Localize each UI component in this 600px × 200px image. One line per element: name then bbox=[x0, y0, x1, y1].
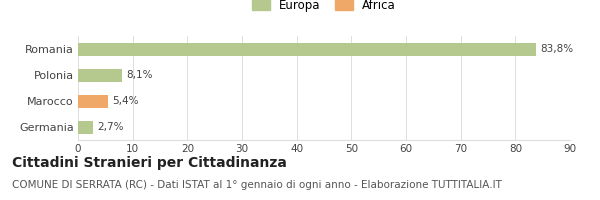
Text: 5,4%: 5,4% bbox=[112, 96, 139, 106]
Text: COMUNE DI SERRATA (RC) - Dati ISTAT al 1° gennaio di ogni anno - Elaborazione TU: COMUNE DI SERRATA (RC) - Dati ISTAT al 1… bbox=[12, 180, 502, 190]
Legend: Europa, Africa: Europa, Africa bbox=[248, 0, 400, 15]
Bar bbox=[78, 43, 536, 55]
Bar bbox=[78, 120, 93, 134]
Text: 8,1%: 8,1% bbox=[127, 70, 153, 80]
Text: 83,8%: 83,8% bbox=[541, 44, 574, 54]
Text: 2,7%: 2,7% bbox=[97, 122, 124, 132]
Bar bbox=[78, 95, 107, 108]
Bar bbox=[78, 68, 122, 82]
Text: Cittadini Stranieri per Cittadinanza: Cittadini Stranieri per Cittadinanza bbox=[12, 156, 287, 170]
